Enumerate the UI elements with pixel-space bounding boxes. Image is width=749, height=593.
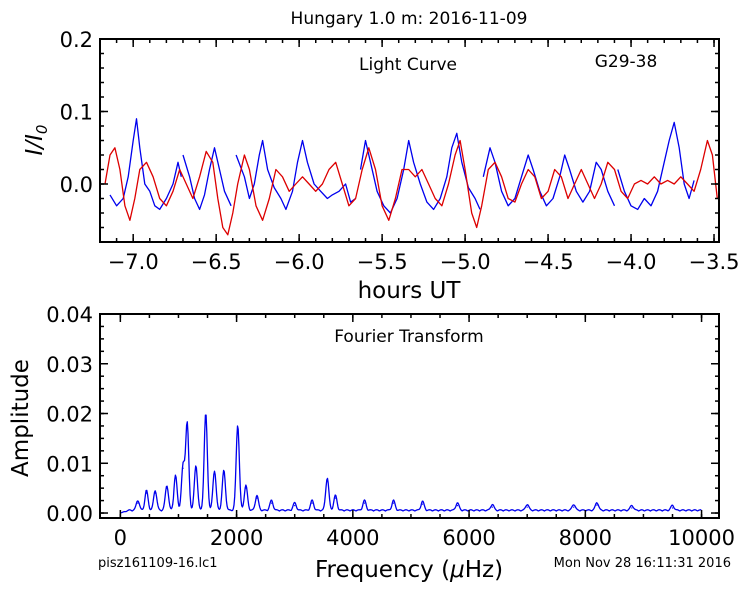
y-tick-label: 0.2 — [60, 28, 93, 52]
fourier-peak — [182, 467, 184, 469]
x-tick-label: −3.5 — [689, 250, 740, 274]
x-tick-label: −6.5 — [191, 250, 242, 274]
fourier-peak — [245, 487, 247, 489]
x-tick-label: −4.0 — [606, 250, 657, 274]
fourier-peak — [311, 502, 313, 504]
fourier-peak — [596, 504, 598, 506]
fourier-peak — [573, 506, 575, 508]
fourier-peak — [186, 425, 188, 427]
fourier-peak — [334, 497, 336, 499]
x-tick-label: 6000 — [442, 526, 495, 550]
plot-timestamp: Mon Nov 28 16:11:31 2016 — [554, 556, 731, 571]
fourier-amplitude-line — [120, 414, 702, 514]
fourier-peak — [145, 492, 148, 494]
y-tick-label: 0.0 — [60, 173, 93, 197]
y-tick-label: 0.01 — [46, 452, 93, 476]
light-curve-observed-line — [482, 147, 616, 207]
light-curve-series — [104, 118, 718, 236]
y-tick-label: 0.03 — [46, 353, 93, 377]
fourier-xlabel: Frequency (μHz) — [315, 557, 503, 583]
y-tick-label: 0.00 — [46, 502, 93, 526]
fourier-peak — [175, 477, 177, 479]
fourier-panel: 0 2000 4000 6000 8000 10000 0.00 0.01 0.02 0.03 0.… — [8, 303, 735, 583]
light-curve-observed-line — [359, 132, 481, 214]
y-tick-label: 0.04 — [46, 303, 93, 327]
light-curve-title: Light Curve — [359, 55, 457, 75]
light-curve-observed-line — [182, 147, 232, 211]
fourier-peak — [237, 426, 239, 428]
fourier-peak — [294, 505, 296, 507]
fourier-peak — [392, 502, 395, 504]
light-curve-xlabel: hours UT — [358, 278, 462, 304]
x-tick-label: −6.0 — [274, 250, 325, 274]
x-tick-label: −5.0 — [440, 250, 491, 274]
fourier-peak — [223, 472, 225, 474]
fourier-title: Fourier Transform — [334, 327, 483, 347]
x-tick-label: 4000 — [326, 526, 379, 550]
x-tick-label: 2000 — [210, 526, 263, 550]
fourier-peak — [205, 415, 207, 417]
fourier-peak — [166, 487, 168, 489]
light-curve-observed-line — [109, 118, 182, 211]
fourier-peak — [213, 472, 216, 474]
y-tick-label: 0.1 — [60, 101, 93, 125]
x-tick-label: 10000 — [668, 526, 735, 550]
fourier-ticks: 0 2000 4000 6000 8000 10000 0.00 0.01 0.02 0.03 0.… — [46, 303, 735, 550]
x-tick-label: −7.0 — [108, 250, 159, 274]
figure-title: Hungary 1.0 m: 2016-11-09 — [291, 9, 528, 29]
fourier-peak — [526, 506, 528, 508]
x-tick-label: 0 — [114, 526, 127, 550]
light-curve-panel: −7.0 −6.5 −6.0 −5.5 −5.0 −4.5 −4.0 −3.5 0.0 0.1 0.… — [22, 28, 740, 304]
fourier-peak — [491, 506, 493, 508]
x-tick-label: −5.5 — [357, 250, 408, 274]
light-curve-observed-line — [617, 121, 695, 211]
fourier-peak — [256, 497, 258, 499]
fourier-peak — [270, 502, 273, 504]
light-curve-observed-line — [235, 139, 356, 211]
light-curve-ylabel: I/I0 — [22, 125, 51, 156]
fourier-peak — [422, 503, 424, 505]
fourier-ylabel: Amplitude — [8, 359, 34, 477]
fourier-peak — [363, 502, 366, 504]
light-curve-model-line — [104, 139, 718, 236]
fourier-peak — [326, 480, 328, 482]
star-name: G29-38 — [595, 52, 658, 72]
fourier-peak — [631, 507, 633, 509]
fourier-peak — [195, 467, 197, 469]
x-tick-label: −4.5 — [523, 250, 574, 274]
data-filename: pisz161109-16.lc1 — [98, 556, 217, 571]
x-tick-label: 8000 — [559, 526, 612, 550]
y-tick-label: 0.02 — [46, 403, 93, 427]
fourier-peak — [456, 505, 459, 507]
fourier-peak — [137, 502, 139, 504]
fourier-peak — [154, 492, 156, 494]
fourier-series — [120, 414, 702, 514]
fourier-frame — [99, 313, 720, 519]
light-curve-ticks: −7.0 −6.5 −6.0 −5.5 −5.0 −4.5 −4.0 −3.5 0.0 0.1 0.… — [60, 28, 740, 274]
fourier-peak — [671, 507, 674, 509]
